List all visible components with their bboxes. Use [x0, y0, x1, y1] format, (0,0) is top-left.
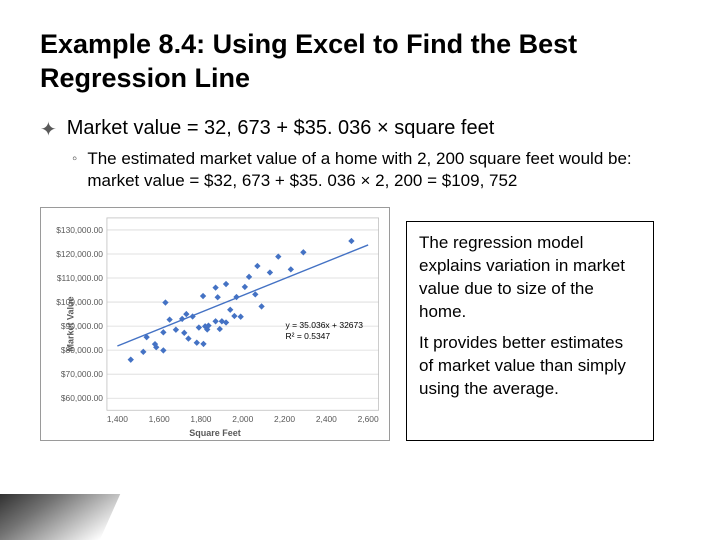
bullet-level2: ◦ The estimated market value of a home w… [72, 148, 684, 194]
bullet-level1: ✦ Market value = 32, 673 + $35. 036 × sq… [40, 114, 684, 144]
svg-text:1,600: 1,600 [149, 415, 170, 425]
callout-box: The regression model explains variation … [406, 221, 654, 441]
svg-text:$100,000.00: $100,000.00 [56, 297, 103, 307]
slide-title: Example 8.4: Using Excel to Find the Bes… [40, 28, 684, 96]
svg-text:$110,000.00: $110,000.00 [57, 273, 103, 283]
svg-text:$130,000.00: $130,000.00 [56, 225, 103, 235]
svg-text:2,200: 2,200 [274, 415, 295, 425]
svg-text:1,400: 1,400 [107, 415, 128, 425]
svg-text:2,400: 2,400 [316, 415, 337, 425]
equation-line1: y = 35.036x + 32673 [285, 320, 363, 331]
bullet-text: Market value = 32, 673 + $35. 036 × squa… [67, 114, 495, 142]
subbullet-text: The estimated market value of a home wit… [87, 148, 684, 194]
regression-equation: y = 35.036x + 32673 R² = 0.5347 [285, 320, 363, 342]
svg-text:2,000: 2,000 [232, 415, 253, 425]
callout-paragraph-1: The regression model explains variation … [419, 232, 641, 324]
svg-text:$120,000.00: $120,000.00 [56, 249, 103, 259]
svg-text:$70,000.00: $70,000.00 [61, 370, 103, 380]
svg-text:$60,000.00: $60,000.00 [61, 394, 103, 404]
callout-paragraph-2: It provides better estimates of market v… [419, 332, 641, 401]
svg-text:2,600: 2,600 [358, 415, 379, 425]
y-axis-label: Market Value [66, 297, 76, 352]
corner-shadow-decoration [0, 494, 120, 540]
x-axis-label: Square Feet [189, 428, 241, 438]
scatter-chart: $60,000.00$70,000.00$80,000.00$90,000.00… [40, 207, 390, 441]
bullet-glyph: ✦ [40, 116, 57, 144]
equation-line2: R² = 0.5347 [285, 331, 363, 342]
svg-text:1,800: 1,800 [190, 415, 211, 425]
subbullet-glyph: ◦ [72, 148, 77, 169]
